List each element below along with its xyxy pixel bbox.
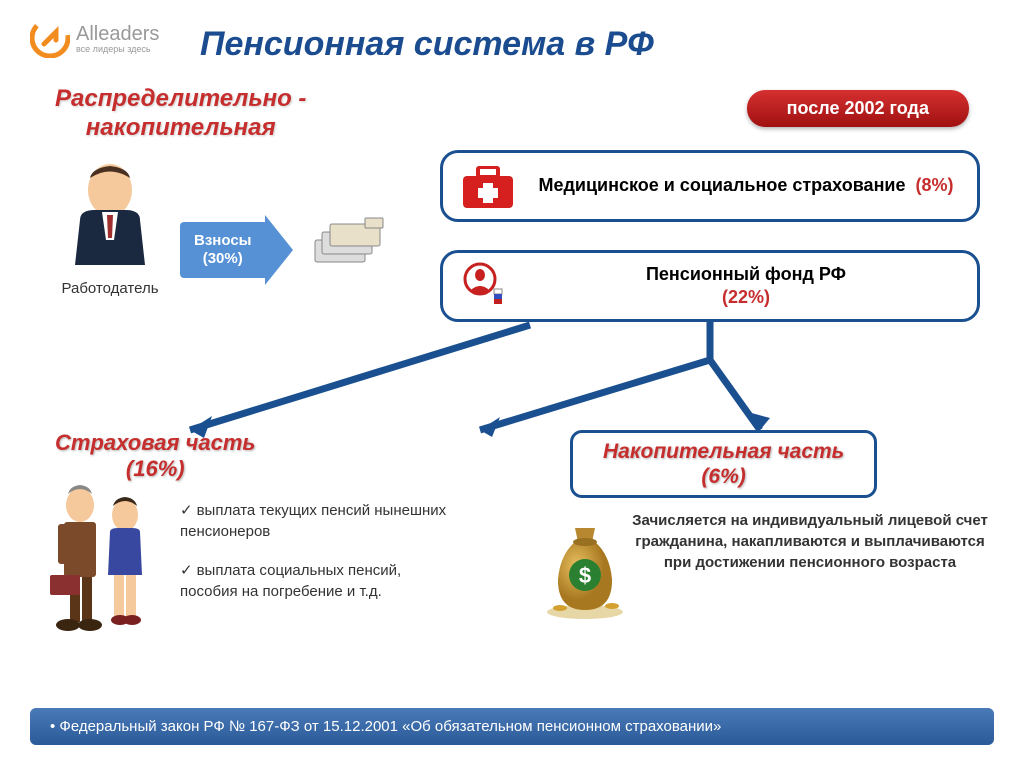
insurance-bullets: ✓выплата текущих пенсий нынешних пенсион… — [180, 500, 460, 620]
contributions-label: Взносы — [194, 232, 251, 249]
employer-block: Работодатель — [60, 160, 160, 297]
pension-fund-pct: (22%) — [722, 287, 770, 307]
pension-fund-icon — [458, 261, 518, 311]
accumulation-box: Накопительная часть (6%) — [570, 430, 877, 498]
logo-icon — [30, 18, 70, 58]
pension-fund-box: Пенсионный фонд РФ (22%) — [440, 250, 980, 322]
pension-fund-text: Пенсионный фонд РФ — [646, 264, 846, 284]
insurance-title-text: Страховая часть — [55, 430, 255, 455]
moneybag-icon: $ — [540, 520, 630, 620]
accum-title-text: Накопительная часть — [603, 440, 844, 463]
accum-pct: (6%) — [701, 465, 745, 488]
pensioners-icon — [40, 480, 170, 640]
bullet-2: выплата социальных пенсий, пособия на по… — [180, 562, 401, 600]
money-icon — [310, 210, 390, 270]
page-title: Пенсионная система в РФ — [200, 25, 654, 64]
accum-description: Зачисляется на индивидуальный лицевой сч… — [630, 510, 990, 573]
medical-text: Медицинское и социальное страхование — [538, 175, 905, 195]
svg-text:$: $ — [579, 563, 591, 588]
contributions-pct: (30%) — [203, 250, 243, 267]
employer-icon — [60, 160, 160, 270]
footer-law: • Федеральный закон РФ № 167-ФЗ от 15.12… — [30, 708, 994, 745]
contributions-arrow: Взносы (30%) — [180, 215, 293, 285]
medical-pct: (8%) — [916, 175, 954, 195]
medical-icon — [458, 161, 518, 211]
bullet-1: выплата текущих пенсий нынешних пенсионе… — [180, 502, 446, 540]
logo: Alleaders все лидеры здесь — [30, 18, 159, 58]
insurance-part-title: Страховая часть (16%) — [55, 430, 255, 483]
subtitle-line1: Распределительно - — [55, 85, 306, 112]
year-badge: после 2002 года — [747, 90, 969, 127]
employer-label: Работодатель — [60, 280, 160, 297]
logo-tagline: все лидеры здесь — [76, 44, 159, 54]
insurance-pct: (16%) — [126, 456, 185, 481]
subtitle: Распределительно - накопительная — [55, 85, 306, 143]
subtitle-line2: накопительная — [86, 114, 276, 141]
logo-name: Alleaders — [76, 23, 159, 45]
medical-box: Медицинское и социальное страхование (8%… — [440, 150, 980, 222]
